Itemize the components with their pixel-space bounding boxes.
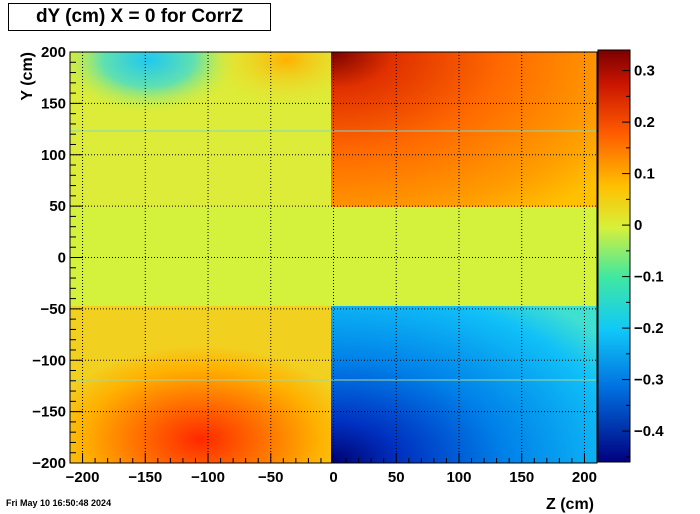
heatmap-region-bottom-right: [331, 306, 597, 463]
x-tick-label: 200: [572, 469, 597, 486]
x-tick-label: 50: [388, 469, 405, 486]
colorbar-tick-label: 0: [634, 217, 642, 234]
timestamp: Fri May 10 16:50:48 2024: [6, 498, 112, 508]
x-tick-label: −100: [191, 469, 225, 486]
x-tick-label: 0: [329, 469, 337, 486]
grid: [70, 51, 597, 464]
y-tick-label: −200: [32, 455, 66, 472]
title-box: dY (cm) X = 0 for CorrZ: [8, 3, 271, 31]
x-axis: −200 −150 −100 −50 0 50 100 150 200: [66, 453, 598, 486]
x-tick-label: −150: [128, 469, 162, 486]
x-tick-label: −50: [258, 469, 283, 486]
y-axis-label: Y (cm): [19, 52, 36, 101]
colorbar-tick-label: −0.3: [634, 372, 664, 389]
colorbar-tick-label: 0.2: [634, 114, 655, 131]
y-tick-label: 50: [49, 198, 66, 215]
y-tick-label: 100: [41, 147, 66, 164]
heatmap-region-top-left-orange: [70, 52, 331, 207]
x-axis-label: Z (cm): [546, 496, 594, 513]
chart-title: dY (cm) X = 0 for CorrZ: [35, 6, 244, 27]
y-tick-label: −50: [41, 301, 66, 318]
y-tick-label: −150: [32, 404, 66, 421]
colorbar-axis: 0.3 0.2 0.1 0 −0.1 −0.2 −0.3 −0.4: [622, 63, 664, 458]
x-tick-label: −200: [66, 469, 100, 486]
y-axis: −200 −150 −100 −50 0 50 100 150 200: [32, 44, 82, 472]
colorbar-tick-label: 0.1: [634, 166, 655, 183]
y-tick-label: 150: [41, 95, 66, 112]
y-tick-label: 0: [58, 250, 66, 267]
heatmap-region-bottom-left: [70, 306, 331, 463]
colorbar-tick-label: 0.3: [634, 63, 655, 80]
x-tick-label: 150: [509, 469, 534, 486]
y-tick-label: 200: [41, 44, 66, 61]
x-tick-label: 100: [446, 469, 471, 486]
heatmap-region-top-right: [331, 52, 597, 207]
y-tick-label: −100: [32, 352, 66, 369]
colorbar-tick-label: −0.4: [634, 423, 664, 440]
colorbar: [597, 49, 631, 463]
colorbar-tick-label: −0.2: [634, 320, 664, 337]
colorbar-tick-label: −0.1: [634, 269, 664, 286]
